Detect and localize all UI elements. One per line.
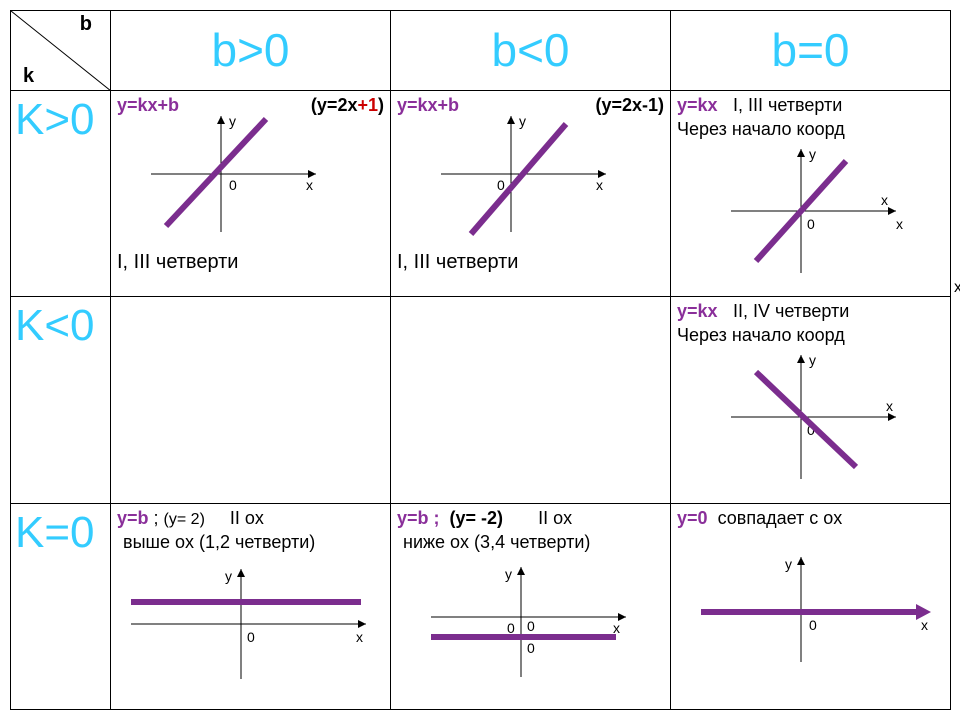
linear-function-table: b k b>0 b<0 b=0 K>0 y=kx+b (y=2x+1) x y … (10, 10, 951, 710)
note1: II, IV четверти (733, 301, 849, 322)
cell-kzero-bzero: y=0 совпадает с ox x y 0 (671, 504, 950, 709)
cell-kneg-bpos (111, 297, 390, 502)
note1: I, III четверти (733, 95, 842, 116)
corner-cell: b k (11, 11, 110, 90)
svg-text:y: y (809, 146, 816, 162)
graph-kzero-bneg: x y 0 0 0 (421, 562, 641, 692)
svg-text:0: 0 (809, 617, 817, 633)
svg-text:0: 0 (247, 629, 255, 645)
svg-text:0: 0 (807, 216, 815, 232)
row-header-k-zero: K=0 (11, 504, 110, 562)
svg-text:0: 0 (497, 177, 505, 193)
note2: ниже ox (3,4 четверти) (403, 532, 590, 553)
svg-text:x: x (886, 398, 893, 414)
svg-text:y: y (229, 113, 236, 129)
cell-kpos-bzero: y=kx I, III четверти Через начало коорд … (671, 91, 950, 296)
line1: y=0 совпадает с ox (677, 508, 842, 529)
formula: y=kx (677, 301, 718, 322)
col-header-b-zero: b=0 (671, 11, 950, 89)
corner-label-b: b (80, 13, 92, 36)
svg-text:x: x (596, 177, 603, 193)
cell-kpos-bpos: y=kx+b (y=2x+1) x y 0 I, III четверти (111, 91, 390, 296)
formula: y=kx (677, 95, 718, 116)
svg-text:y: y (505, 566, 512, 582)
svg-text:x: x (921, 617, 928, 633)
cell-kzero-bneg: y=b ; (y= -2) II ox ниже ox (3,4 четверт… (391, 504, 670, 709)
note2: Через начало коорд (677, 119, 845, 140)
svg-text:y: y (519, 113, 526, 129)
row-header-k-pos: K>0 (11, 91, 110, 149)
svg-text:0: 0 (527, 640, 535, 656)
svg-text:x: x (306, 177, 313, 193)
svg-text:0: 0 (527, 618, 535, 634)
cell-kneg-bneg (391, 297, 670, 502)
graph-kpos-bneg: x y 0 (431, 109, 631, 239)
svg-text:0: 0 (229, 177, 237, 193)
svg-text:y: y (809, 352, 816, 368)
col-header-b-pos: b>0 (111, 11, 390, 89)
stray-x: x (954, 279, 960, 297)
svg-text:0: 0 (507, 620, 515, 636)
graph-kzero-bzero: x y 0 (691, 552, 941, 672)
svg-text:y: y (225, 568, 232, 584)
cell-kzero-bpos: y=b ; (y= 2) II ox выше ox (1,2 четверти… (111, 504, 390, 709)
row-header-k-neg: K<0 (11, 297, 110, 355)
cell-kneg-bzero: y=kx II, IV четверти Через начало коорд … (671, 297, 950, 502)
corner-label-k: k (23, 65, 34, 88)
svg-text:y: y (785, 556, 792, 572)
line1: y=b ; (y= 2) II ox (117, 508, 264, 529)
svg-text:x: x (881, 192, 888, 208)
graph-kpos-bzero: x x y 0 (721, 141, 921, 281)
note: I, III четверти (117, 251, 238, 274)
graph-kneg-bzero: x y 0 (721, 347, 921, 487)
col-header-b-neg: b<0 (391, 11, 670, 89)
svg-text:x: x (356, 629, 363, 645)
note: I, III четверти (397, 251, 518, 274)
graph-kzero-bpos: x y 0 (121, 564, 381, 694)
note2: Через начало коорд (677, 325, 845, 346)
graph-kpos-bpos: x y 0 (141, 109, 341, 239)
note2: выше ox (1,2 четверти) (123, 532, 315, 553)
svg-text:x: x (896, 216, 903, 232)
cell-kpos-bneg: y=kx+b (y=2x-1) x y 0 I, III четверти (391, 91, 670, 296)
line1: y=b ; (y= -2) II ox (397, 508, 572, 529)
svg-text:x: x (613, 620, 620, 636)
